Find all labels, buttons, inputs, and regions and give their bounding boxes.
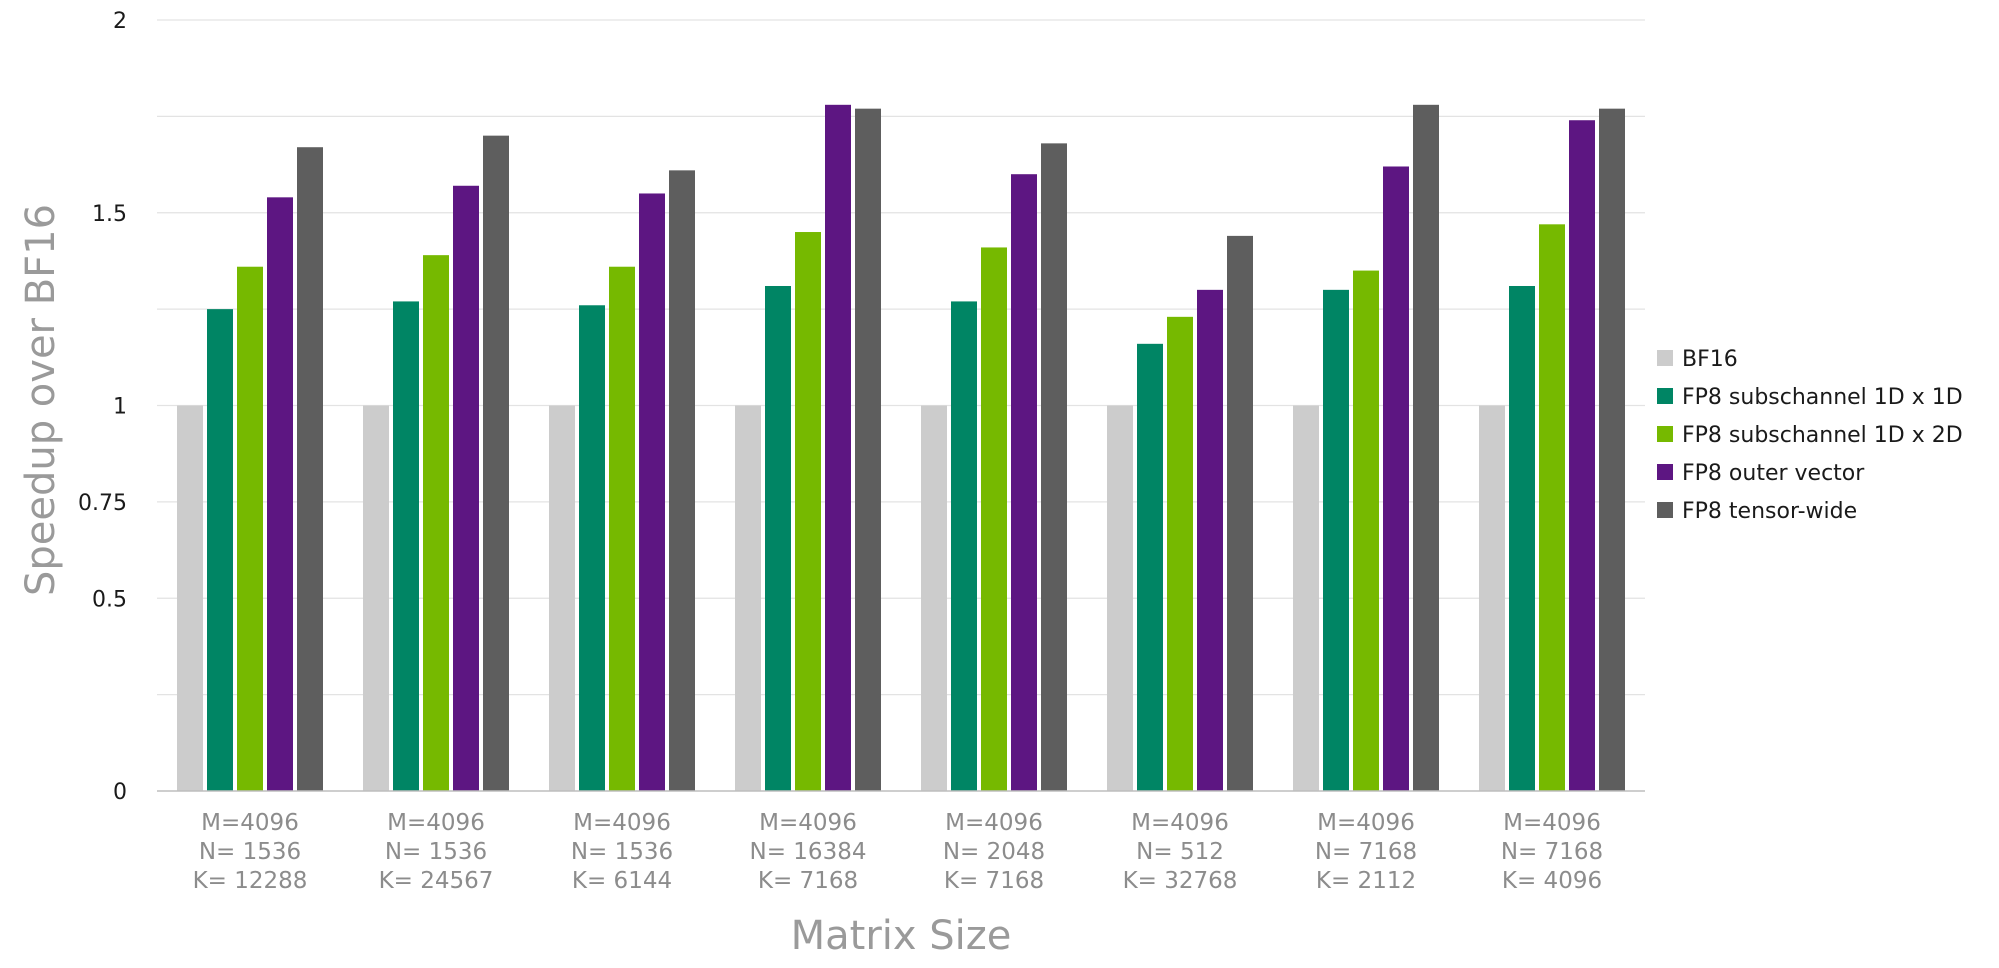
x-tick-label: M=4096 N= 512 K= 32768 [1123, 810, 1238, 894]
bar-fp8-tensor-wide-4 [855, 108, 881, 792]
legend-swatch [1657, 426, 1673, 442]
bar-fp8-subschannel-1d-x-2d-7 [1353, 270, 1379, 791]
bar-fp8-subschannel-1d-x-2d-3 [609, 266, 635, 792]
legend-label: FP8 subschannel 1D x 2D [1682, 423, 1963, 448]
x-tick-line: N= 1536 [199, 839, 301, 865]
bar-fp8-subschannel-1d-x-1d-4 [765, 285, 791, 791]
bar-fp8-tensor-wide-3 [669, 170, 695, 792]
x-tick-line: M=4096 [1317, 810, 1415, 836]
bar-fp8-subschannel-1d-x-2d-2 [423, 255, 449, 791]
bar-bf16-7 [1293, 405, 1319, 791]
bar-fp8-subschannel-1d-x-1d-3 [579, 305, 605, 791]
bar-fp8-outer-vector-1 [267, 197, 293, 791]
x-tick-line: M=4096 [945, 810, 1043, 836]
bar-fp8-subschannel-1d-x-1d-6 [1137, 343, 1163, 791]
x-tick-line: N= 16384 [750, 839, 867, 865]
bar-fp8-tensor-wide-5 [1041, 143, 1067, 792]
bar-fp8-outer-vector-5 [1011, 174, 1037, 791]
y-tick-label: 0 [113, 780, 127, 805]
y-tick-label: 1.5 [92, 202, 127, 227]
x-tick-line: K= 12288 [193, 868, 308, 894]
bar-fp8-subschannel-1d-x-2d-5 [981, 247, 1007, 791]
bar-fp8-outer-vector-6 [1197, 289, 1223, 791]
x-tick-line: M=4096 [1503, 810, 1601, 836]
y-tick-label: 0.75 [78, 491, 127, 516]
bar-fp8-tensor-wide-7 [1413, 104, 1439, 791]
legend: BF16 FP8 subschannel 1D x 1D FP8 subschann… [1657, 347, 1963, 524]
legend-swatch [1657, 502, 1673, 518]
bar-fp8-subschannel-1d-x-1d-2 [393, 301, 419, 791]
x-tick-line: M=4096 [1131, 810, 1229, 836]
x-tick-line: N= 1536 [571, 839, 673, 865]
bar-bf16-6 [1107, 405, 1133, 791]
bar-fp8-tensor-wide-6 [1227, 235, 1253, 791]
x-tick-line: N= 2048 [943, 839, 1045, 865]
bar-fp8-subschannel-1d-x-2d-1 [237, 266, 263, 792]
legend-label: FP8 subschannel 1D x 1D [1682, 385, 1963, 410]
x-tick-line: N= 1536 [385, 839, 487, 865]
bar-fp8-subschannel-1d-x-1d-1 [207, 309, 233, 791]
x-tick-label: M=4096 N= 1536 K= 6144 [571, 810, 673, 894]
x-tick-line: N= 7168 [1501, 839, 1603, 865]
bar-fp8-subschannel-1d-x-2d-4 [795, 232, 821, 791]
x-tick-label: M=4096 N= 7168 K= 2112 [1315, 810, 1417, 894]
bar-fp8-tensor-wide-2 [483, 135, 509, 791]
x-axis-title: Matrix Size [791, 913, 1012, 959]
bar-fp8-subschannel-1d-x-1d-7 [1323, 289, 1349, 791]
legend-label: FP8 tensor-wide [1682, 499, 1857, 524]
bar-fp8-subschannel-1d-x-2d-6 [1167, 316, 1193, 791]
bar-fp8-subschannel-1d-x-1d-5 [951, 301, 977, 791]
bar-fp8-outer-vector-4 [825, 104, 851, 791]
x-tick-line: M=4096 [759, 810, 857, 836]
bar-fp8-outer-vector-2 [453, 185, 479, 791]
x-tick-label: M=4096 N= 2048 K= 7168 [943, 810, 1045, 894]
bar-fp8-tensor-wide-8 [1599, 108, 1625, 792]
bar-fp8-subschannel-1d-x-2d-8 [1539, 224, 1565, 791]
x-tick-labels: M=4096 N= 1536 K= 12288 M=4096 N= 1536 K= 245… [193, 810, 1604, 894]
y-tick-label: 2 [113, 9, 127, 34]
x-tick-line: M=4096 [201, 810, 299, 836]
x-tick-label: M=4096 N= 16384 K= 7168 [750, 810, 867, 894]
x-tick-line: K= 7168 [758, 868, 858, 894]
legend-swatch [1657, 464, 1673, 480]
x-tick-label: M=4096 N= 1536 K= 12288 [193, 810, 308, 894]
bar-bf16-8 [1479, 405, 1505, 791]
y-axis-title: Speedup over BF16 [18, 204, 64, 596]
bars [177, 104, 1625, 792]
x-tick-label: M=4096 N= 7168 K= 4096 [1501, 810, 1603, 894]
bar-fp8-outer-vector-8 [1569, 120, 1595, 792]
legend-swatch [1657, 388, 1673, 404]
x-tick-line: K= 7168 [944, 868, 1044, 894]
bar-bf16-2 [363, 405, 389, 791]
x-tick-line: K= 4096 [1502, 868, 1602, 894]
x-tick-line: K= 24567 [379, 868, 494, 894]
legend-label: BF16 [1682, 347, 1738, 372]
x-tick-line: N= 7168 [1315, 839, 1417, 865]
bar-fp8-tensor-wide-1 [297, 147, 323, 792]
bar-bf16-3 [549, 405, 575, 791]
x-tick-line: N= 512 [1136, 839, 1224, 865]
bar-fp8-subschannel-1d-x-1d-8 [1509, 285, 1535, 791]
bar-bf16-1 [177, 405, 203, 791]
x-tick-line: K= 2112 [1316, 868, 1416, 894]
x-tick-line: M=4096 [573, 810, 671, 836]
y-tick-label: 0.5 [92, 587, 127, 612]
y-tick-label: 1 [113, 395, 127, 420]
y-tick-labels: 0 0.5 0.75 1 1.5 2 [78, 9, 127, 805]
x-tick-label: M=4096 N= 1536 K= 24567 [379, 810, 494, 894]
x-tick-line: M=4096 [387, 810, 485, 836]
x-tick-line: K= 32768 [1123, 868, 1238, 894]
bar-bf16-5 [921, 405, 947, 791]
x-tick-line: K= 6144 [572, 868, 672, 894]
bar-fp8-outer-vector-3 [639, 193, 665, 792]
bar-bf16-4 [735, 405, 761, 791]
bar-fp8-outer-vector-7 [1383, 166, 1409, 792]
legend-swatch [1657, 350, 1673, 366]
legend-label: FP8 outer vector [1682, 461, 1865, 486]
